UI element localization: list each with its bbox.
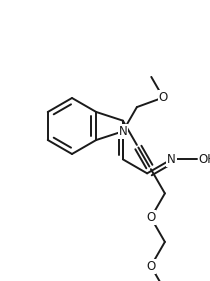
Text: N: N <box>118 125 127 138</box>
Text: O: O <box>146 211 155 224</box>
Text: O: O <box>159 91 168 104</box>
Text: N: N <box>167 153 176 166</box>
Text: OH: OH <box>199 153 210 166</box>
Text: O: O <box>146 260 155 273</box>
